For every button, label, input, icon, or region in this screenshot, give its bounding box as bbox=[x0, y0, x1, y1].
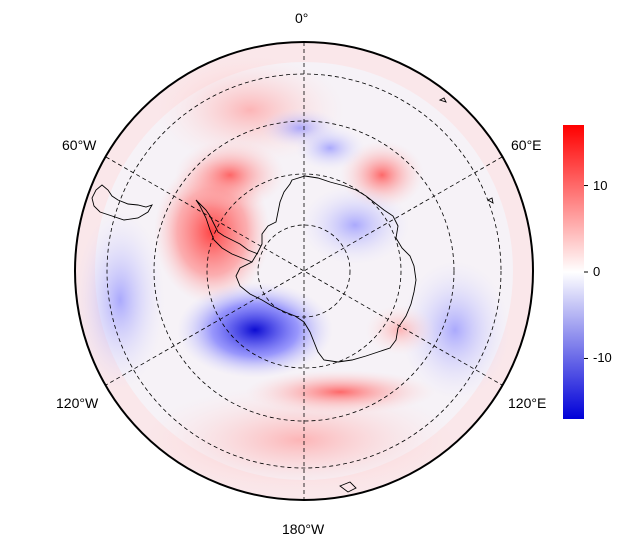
map-boundary bbox=[74, 41, 534, 501]
graticule bbox=[105, 42, 503, 500]
negative-anomaly-east-antarctic-interior bbox=[300, 185, 410, 265]
longitude-label-top: 0° bbox=[295, 10, 309, 26]
positive-anomaly-peninsula-north bbox=[175, 140, 285, 210]
longitude-label-lower-left: 120°W bbox=[56, 395, 99, 411]
small-island-a bbox=[339, 481, 357, 493]
antarctica-coastline bbox=[235, 175, 417, 363]
positive-anomaly-ross-ice-shelf-ring bbox=[245, 370, 435, 414]
anomaly-field bbox=[75, 42, 533, 500]
small-island-b bbox=[438, 97, 447, 103]
meridian-60e-120w bbox=[105, 156, 503, 386]
negative-anomaly-weddell-sea bbox=[295, 126, 365, 170]
coastlines bbox=[91, 97, 494, 493]
antarctic-peninsula-coastline bbox=[195, 199, 259, 263]
colorbar-tick-label-low: -10 bbox=[593, 350, 612, 366]
latitude-circle-2 bbox=[206, 173, 402, 369]
weak-positive-south bbox=[140, 385, 460, 495]
longitude-label-lower-right: 120°E bbox=[508, 395, 547, 411]
weak-negative-east-outer bbox=[400, 260, 510, 400]
longitude-label-bottom: 180°W bbox=[282, 521, 325, 537]
longitude-label-upper-left: 60°W bbox=[62, 137, 97, 153]
south-america-coastline bbox=[91, 184, 153, 221]
small-island-c bbox=[487, 197, 494, 204]
colorbar-gradient bbox=[563, 125, 584, 419]
colorbar bbox=[563, 125, 588, 419]
longitude-label-upper-right: 60°E bbox=[511, 137, 542, 153]
latitude-circle-3 bbox=[153, 120, 455, 422]
negative-anomaly-amundsen-ross-sea bbox=[177, 282, 333, 378]
weak-negative-west bbox=[75, 210, 165, 390]
weak-positive-wilkes bbox=[365, 305, 435, 355]
meridian-60w-120e bbox=[105, 156, 503, 386]
colorbar-tick-label-high: 10 bbox=[593, 177, 608, 193]
colorbar-tick-label-zero: 0 bbox=[593, 264, 601, 279]
